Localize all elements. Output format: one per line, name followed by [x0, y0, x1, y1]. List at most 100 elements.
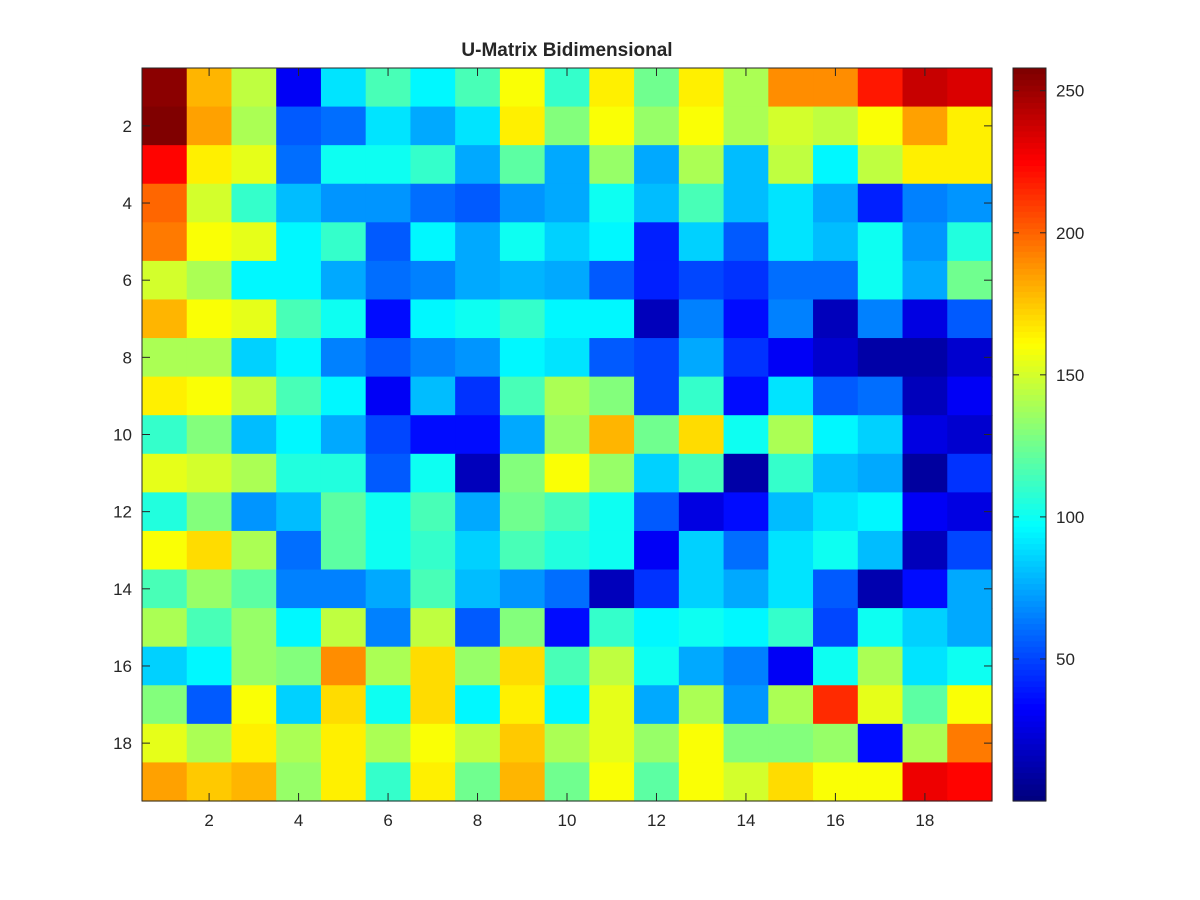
heatmap-cell	[678, 685, 725, 725]
colorbar-segment	[1013, 520, 1046, 527]
heatmap-cell	[678, 723, 725, 764]
heatmap-cell	[857, 569, 904, 609]
colorbar-segment	[1013, 73, 1046, 81]
colorbar-segment	[1013, 319, 1046, 327]
heatmap-cells	[142, 68, 993, 802]
heatmap-cell	[902, 183, 948, 223]
colorbar-segment	[1013, 354, 1046, 361]
heatmap-cell	[678, 453, 725, 493]
heatmap-cell	[544, 222, 590, 262]
heatmap-cell	[857, 183, 904, 223]
colorbar-segment	[1013, 108, 1046, 115]
heatmap-cell	[365, 260, 412, 301]
heatmap-cell	[186, 685, 233, 725]
heatmap-cell	[231, 106, 277, 146]
heatmap-cell	[857, 723, 904, 764]
heatmap-cell	[231, 68, 277, 108]
heatmap-cell	[813, 723, 859, 764]
heatmap-cell	[723, 723, 769, 764]
heatmap-cell	[634, 183, 680, 223]
heatmap-cell	[320, 762, 367, 802]
colorbar-segment	[1013, 274, 1046, 281]
heatmap-cell	[723, 453, 769, 493]
heatmap-cell	[276, 453, 322, 493]
heatmap-cell	[499, 145, 546, 185]
colorbar-segment	[1013, 96, 1046, 103]
colorbar-segment	[1013, 617, 1046, 625]
heatmap-cell	[768, 338, 814, 378]
y-tick-label: 6	[123, 271, 132, 290]
colorbar-segment	[1013, 514, 1046, 521]
x-tick-label: 8	[473, 811, 482, 830]
colorbar-segment	[1013, 468, 1046, 476]
heatmap-cell	[365, 453, 412, 493]
heatmap-cell	[902, 569, 948, 609]
heatmap-cell	[813, 530, 859, 571]
colorbar-segment	[1013, 428, 1046, 436]
heatmap-cell	[544, 453, 590, 493]
colorbar-segment	[1013, 314, 1046, 321]
colorbar-segment	[1013, 382, 1046, 390]
heatmap-cell	[410, 453, 456, 493]
heatmap-cell	[186, 106, 233, 146]
colorbar-segment	[1013, 228, 1046, 235]
heatmap-cell	[186, 376, 233, 416]
heatmap-cell	[813, 299, 859, 339]
heatmap-cell	[455, 453, 501, 493]
heatmap-cell	[768, 608, 814, 648]
heatmap-cell	[499, 183, 546, 223]
heatmap-cell	[499, 646, 546, 686]
heatmap-cell	[276, 260, 322, 301]
colorbar-segment	[1013, 239, 1046, 247]
colorbar-segment	[1013, 297, 1046, 304]
heatmap-cell	[857, 415, 904, 455]
colorbar-segment	[1013, 703, 1046, 710]
colorbar-segment	[1013, 571, 1046, 579]
colorbar-segment	[1013, 182, 1046, 189]
heatmap-cell	[320, 530, 367, 571]
heatmap-cell	[455, 145, 501, 185]
colorbar-segment	[1013, 125, 1046, 132]
heatmap-cell	[589, 106, 635, 146]
colorbar-tick-label: 200	[1056, 224, 1084, 243]
colorbar-segment	[1013, 675, 1046, 682]
heatmap-cell	[410, 145, 456, 185]
colorbar-segment	[1013, 176, 1046, 184]
colorbar-segment	[1013, 371, 1046, 378]
heatmap-cell	[857, 453, 904, 493]
heatmap-cell	[947, 299, 993, 339]
heatmap-cell	[813, 183, 859, 223]
heatmap-cell	[544, 685, 590, 725]
heatmap-cell	[589, 299, 635, 339]
y-tick-label: 12	[113, 503, 132, 522]
heatmap-cell	[634, 106, 680, 146]
heatmap-cell	[768, 183, 814, 223]
heatmap-cell	[589, 338, 635, 378]
y-tick-label: 10	[113, 426, 132, 445]
colorbar-tick-label: 100	[1056, 508, 1084, 527]
heatmap-cell	[544, 569, 590, 609]
heatmap-cell	[678, 183, 725, 223]
heatmap-cell	[455, 260, 501, 301]
heatmap-cell	[544, 415, 590, 455]
heatmap-cell	[723, 338, 769, 378]
heatmap-cell	[947, 608, 993, 648]
heatmap-cell	[678, 299, 725, 339]
heatmap-cell	[634, 530, 680, 571]
heatmap-cell	[678, 415, 725, 455]
heatmap-cell	[231, 646, 277, 686]
colorbar-segment	[1013, 130, 1046, 138]
colorbar-segment	[1013, 680, 1046, 688]
heatmap-cell	[365, 183, 412, 223]
heatmap-cell	[231, 183, 277, 223]
heatmap-cell	[947, 68, 993, 108]
colorbar-segment	[1013, 669, 1046, 676]
heatmap-cell	[634, 145, 680, 185]
heatmap-cell	[857, 68, 904, 108]
heatmap-cell	[544, 723, 590, 764]
heatmap-cell	[365, 106, 412, 146]
heatmap-cell	[186, 338, 233, 378]
colorbar-segment	[1013, 652, 1046, 659]
heatmap-cell	[634, 376, 680, 416]
heatmap-cell	[365, 145, 412, 185]
